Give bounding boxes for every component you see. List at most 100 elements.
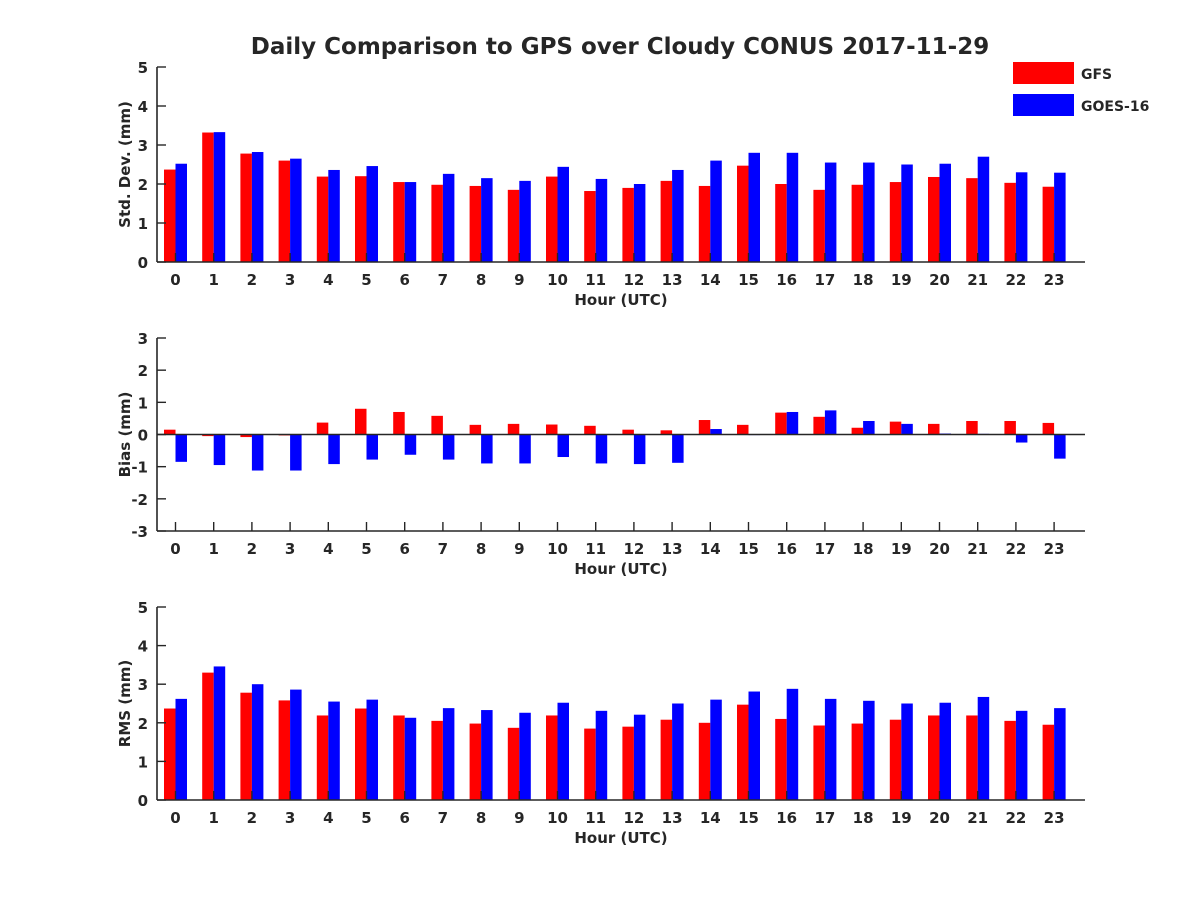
bar-goes-16-13: [672, 703, 684, 800]
x-tick-label: 23: [1044, 809, 1065, 827]
bar-gfs-7: [431, 720, 443, 800]
bar-gfs-6: [393, 411, 405, 435]
bar-gfs-9: [507, 727, 520, 800]
x-tick-label: 15: [738, 540, 759, 558]
bar-gfs-19: [889, 182, 902, 262]
bar-goes-16-22: [1015, 710, 1028, 800]
bar-goes-16-1: [213, 434, 226, 466]
x-tick-label: 12: [623, 540, 644, 558]
bar-gfs-12: [622, 429, 634, 435]
x-tick-label: 17: [814, 271, 835, 289]
bar-goes-16-6: [404, 434, 417, 455]
x-tick-label: 15: [738, 809, 759, 827]
x-tick-label: 8: [476, 540, 486, 558]
x-tick-label: 4: [323, 809, 333, 827]
bar-goes-16-2: [251, 152, 264, 262]
bar-goes-16-18: [863, 420, 875, 435]
x-tick-label: 14: [700, 540, 721, 558]
y-tick-label: 4: [138, 98, 148, 116]
bar-gfs-20: [928, 423, 940, 435]
bar-gfs-5: [355, 708, 367, 800]
bar-gfs-4: [316, 176, 329, 262]
bar-goes-16-10: [557, 434, 569, 458]
x-tick-label: 16: [776, 809, 797, 827]
y-tick-label: -1: [131, 459, 148, 477]
bar-gfs-14: [698, 722, 711, 800]
bar-goes-16-17: [824, 698, 837, 800]
bar-goes-16-4: [328, 434, 340, 465]
x-tick-label: 20: [929, 809, 950, 827]
x-tick-label: 13: [662, 540, 683, 558]
bar-goes-16-13: [672, 169, 684, 262]
y-tick-label: 3: [138, 137, 148, 155]
bar-goes-16-3: [290, 689, 302, 800]
bar-gfs-6: [393, 182, 405, 262]
x-tick-label: 18: [853, 809, 874, 827]
bar-goes-16-12: [633, 714, 646, 800]
bar-gfs-8: [469, 723, 482, 800]
x-tick-label: 11: [585, 809, 606, 827]
x-tick-label: 23: [1044, 271, 1065, 289]
bar-goes-16-7: [442, 434, 455, 460]
x-tick-label: 4: [323, 540, 333, 558]
bar-gfs-2: [240, 153, 252, 262]
bar-goes-16-23: [1054, 708, 1066, 800]
bar-gfs-21: [966, 420, 978, 435]
bar-goes-16-14: [710, 429, 722, 435]
bar-gfs-15: [737, 704, 749, 800]
bar-goes-16-5: [366, 166, 378, 262]
y-tick-label: 0: [138, 254, 148, 272]
bar-goes-16-9: [519, 712, 531, 800]
x-tick-label: 6: [399, 540, 409, 558]
bar-gfs-18: [851, 427, 864, 435]
bar-gfs-10: [546, 176, 558, 262]
x-tick-label: 1: [208, 271, 218, 289]
bar-gfs-7: [431, 415, 443, 435]
bar-gfs-17: [813, 416, 825, 435]
bar-goes-16-19: [901, 703, 913, 800]
x-tick-label: 9: [514, 271, 524, 289]
y-tick-label: 2: [138, 715, 148, 733]
x-tick-label: 0: [170, 271, 180, 289]
x-tick-label: 3: [285, 271, 295, 289]
bar-goes-16-11: [595, 178, 608, 262]
bar-goes-16-6: [404, 182, 417, 262]
bar-gfs-3: [278, 700, 291, 800]
x-tick-label: 15: [738, 271, 759, 289]
x-tick-label: 16: [776, 540, 797, 558]
legend-label-goes16: GOES-16: [1081, 99, 1149, 115]
y-tick-label: 3: [138, 676, 148, 694]
y-tick-label: 0: [138, 427, 148, 445]
bar-gfs-22: [1004, 420, 1016, 435]
bar-goes-16-12: [633, 434, 646, 465]
y-axis-label: RMS (mm): [116, 660, 134, 747]
bar-gfs-4: [316, 422, 329, 435]
bar-gfs-9: [507, 189, 520, 262]
bar-goes-16-19: [901, 423, 913, 435]
x-tick-label: 2: [247, 271, 257, 289]
bar-goes-16-17: [824, 410, 837, 435]
bar-gfs-23: [1042, 186, 1055, 262]
x-tick-label: 10: [547, 271, 568, 289]
x-tick-label: 22: [1005, 540, 1026, 558]
bar-goes-16-8: [481, 434, 493, 464]
bar-goes-16-23: [1054, 434, 1066, 459]
bar-goes-16-22: [1015, 434, 1028, 443]
bar-goes-16-14: [710, 160, 722, 262]
bar-goes-16-20: [939, 163, 951, 262]
x-tick-label: 7: [438, 540, 448, 558]
y-axis-label: Bias (mm): [116, 392, 134, 478]
x-tick-label: 20: [929, 271, 950, 289]
bar-gfs-11: [584, 728, 596, 800]
bar-goes-16-4: [328, 701, 340, 800]
chart-title: Daily Comparison to GPS over Cloudy CONU…: [251, 34, 989, 60]
x-tick-label: 11: [585, 540, 606, 558]
y-tick-label: -2: [131, 491, 148, 509]
y-tick-label: 1: [138, 753, 148, 771]
x-tick-label: 12: [623, 271, 644, 289]
bar-goes-16-11: [595, 710, 608, 800]
x-tick-label: 10: [547, 809, 568, 827]
